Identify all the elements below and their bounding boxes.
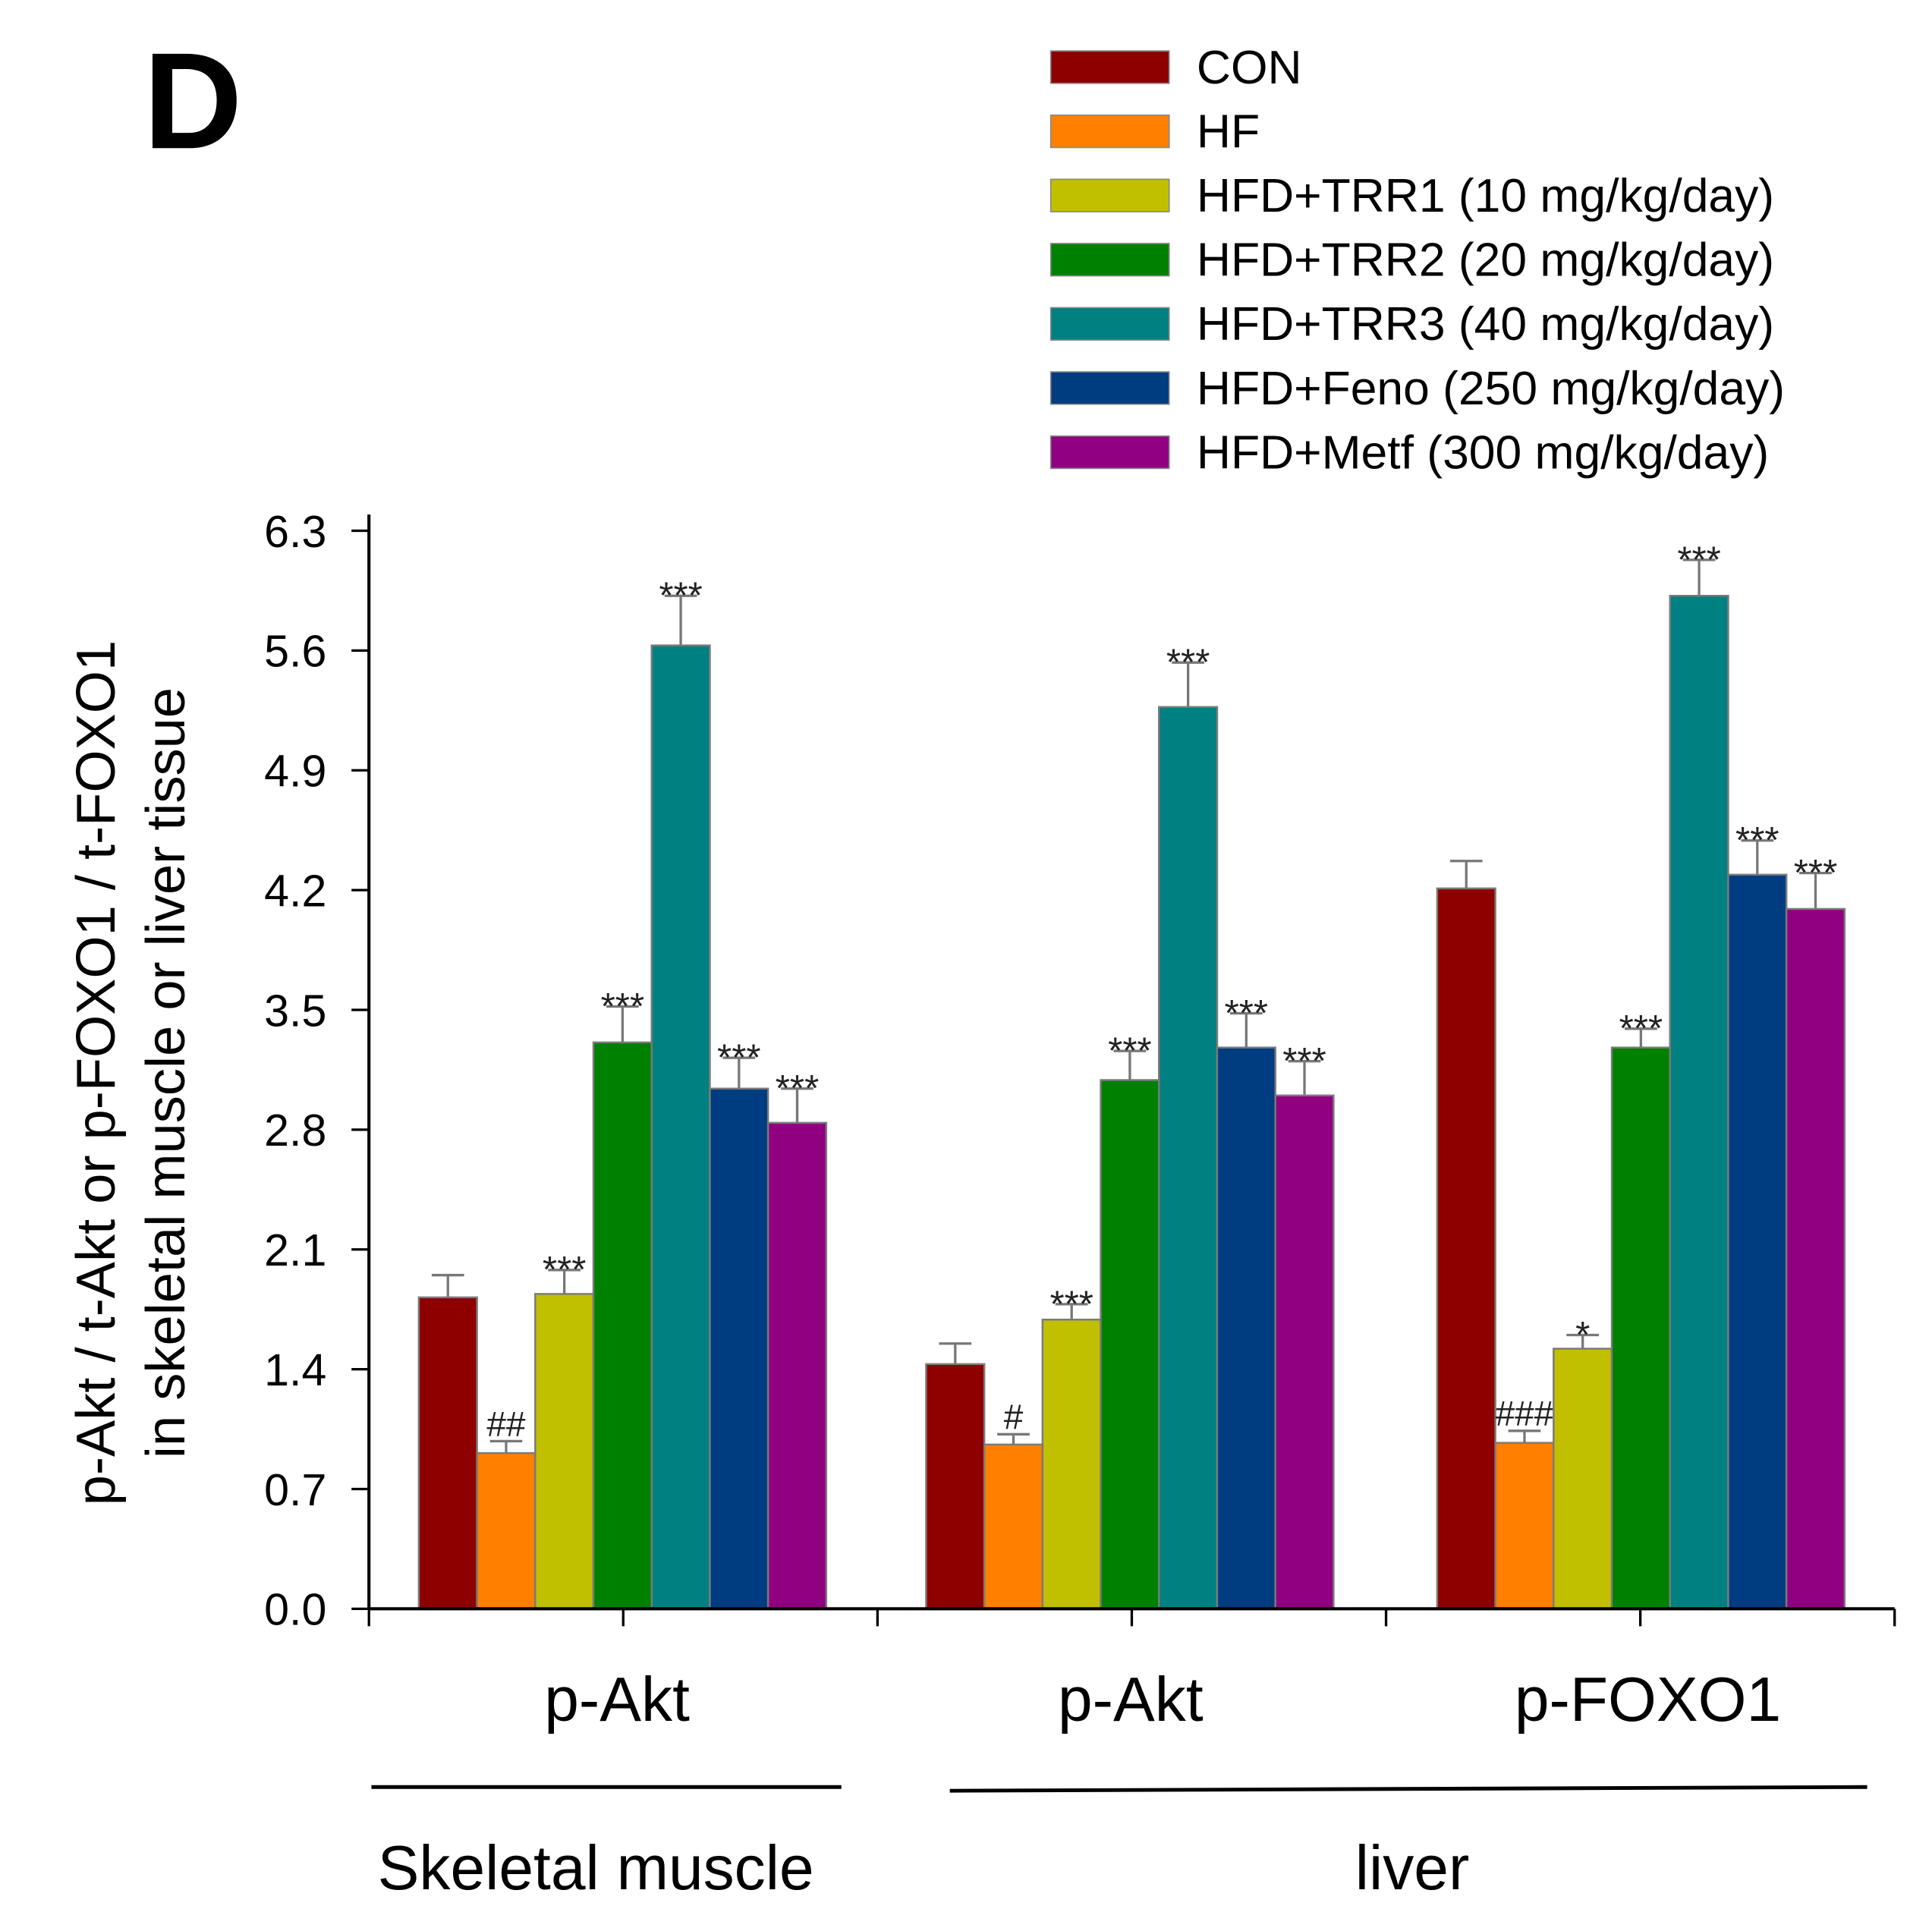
legend-swatch bbox=[1049, 50, 1170, 84]
y-axis: 0.0 0.7 1.4 2.1 2.8 3.5 4.2 4.9 5.6 6.3 bbox=[264, 506, 371, 1635]
tissue-underline-liver bbox=[949, 1785, 1867, 1793]
bar bbox=[592, 1041, 653, 1610]
significance-label: *** bbox=[1282, 1040, 1326, 1082]
bar bbox=[1158, 706, 1219, 1610]
y-tick-label: 6.3 bbox=[264, 506, 326, 557]
significance-label: *** bbox=[1735, 819, 1779, 861]
legend-swatch bbox=[1049, 114, 1170, 149]
bar bbox=[925, 1363, 986, 1610]
significance-label: *** bbox=[1049, 1283, 1093, 1325]
legend-swatch bbox=[1049, 435, 1170, 470]
bar bbox=[1785, 907, 1846, 1610]
bar bbox=[1041, 1318, 1102, 1610]
tissue-label-skeletal: Skeletal muscle bbox=[378, 1834, 814, 1903]
significance-label: ### bbox=[1496, 1394, 1554, 1433]
significance-label: *** bbox=[1166, 642, 1210, 684]
y-tick-label: 2.1 bbox=[264, 1225, 326, 1275]
significance-label: *** bbox=[1225, 992, 1269, 1034]
legend-swatch bbox=[1049, 371, 1170, 405]
legend-swatch bbox=[1049, 243, 1170, 277]
significance-label: *** bbox=[717, 1037, 761, 1079]
y-tick-label: 4.2 bbox=[264, 865, 326, 916]
bars: ##***************#***************###****… bbox=[417, 539, 1846, 1610]
significance-label: *** bbox=[1108, 1030, 1152, 1072]
significance-label: *** bbox=[543, 1249, 587, 1291]
legend-label: HF bbox=[1197, 105, 1260, 158]
significance-label: *** bbox=[1794, 852, 1838, 894]
x-category-label: p-FOXO1 bbox=[1515, 1665, 1781, 1734]
y-axis-label-line2: in skeletal muscle or liver tissue bbox=[136, 687, 197, 1458]
bar bbox=[1553, 1348, 1613, 1610]
bar bbox=[650, 644, 711, 1610]
x-axis: p-Akt p-Akt p-FOXO1 bbox=[367, 1607, 1896, 1734]
significance-label: ## bbox=[486, 1404, 526, 1444]
legend-label: HFD+TRR2 (20 mg/kg/day) bbox=[1197, 234, 1774, 287]
bar bbox=[1100, 1079, 1160, 1610]
legend-label: HFD+Feno (250 mg/kg/day) bbox=[1197, 363, 1785, 415]
panel-label: D bbox=[143, 24, 242, 178]
bar bbox=[1610, 1046, 1671, 1610]
legend: CON HF HFD+TRR1 (10 mg/kg/day) HFD+TRR2 (20… bbox=[1049, 42, 1785, 479]
significance-label: *** bbox=[1619, 1008, 1663, 1049]
significance-label: # bbox=[1004, 1398, 1024, 1437]
legend-label: CON bbox=[1197, 42, 1302, 94]
significance-label: *** bbox=[601, 986, 645, 1027]
y-axis-label-line1: p-Akt / t-Akt or p-FOXO1 / t-FOXO1 bbox=[66, 640, 127, 1505]
bar bbox=[983, 1443, 1044, 1610]
x-category-label: p-Akt bbox=[1058, 1665, 1204, 1734]
y-axis-label: p-Akt / t-Akt or p-FOXO1 / t-FOXO1 in sk… bbox=[66, 640, 197, 1505]
bar bbox=[1727, 873, 1788, 1610]
y-tick-label: 5.6 bbox=[264, 626, 326, 677]
bar bbox=[709, 1087, 769, 1610]
y-tick-label: 0.7 bbox=[264, 1464, 326, 1515]
bar bbox=[1216, 1046, 1276, 1610]
bar bbox=[476, 1451, 536, 1610]
y-tick-label: 2.8 bbox=[264, 1105, 326, 1156]
legend-label: HFD+TRR3 (40 mg/kg/day) bbox=[1197, 298, 1774, 351]
significance-label: *** bbox=[659, 575, 703, 617]
y-tick-label: 1.4 bbox=[264, 1344, 326, 1395]
x-category-label: p-Akt bbox=[544, 1665, 690, 1734]
significance-label: *** bbox=[1677, 539, 1721, 580]
legend-label: HFD+Metf (300 mg/kg/day) bbox=[1197, 426, 1769, 479]
tissue-label-liver: liver bbox=[1355, 1834, 1470, 1903]
y-tick-label: 0.0 bbox=[264, 1584, 326, 1635]
legend-label: HFD+TRR1 (10 mg/kg/day) bbox=[1197, 170, 1774, 222]
bar bbox=[1274, 1094, 1335, 1610]
bar bbox=[534, 1293, 595, 1610]
bar bbox=[1494, 1442, 1555, 1610]
legend-swatch bbox=[1049, 307, 1170, 341]
significance-label: *** bbox=[776, 1068, 820, 1109]
bar bbox=[1669, 594, 1729, 1610]
y-tick-label: 3.5 bbox=[264, 985, 326, 1036]
bar bbox=[417, 1296, 478, 1610]
y-tick-label: 4.9 bbox=[264, 746, 326, 797]
bar bbox=[766, 1121, 828, 1610]
significance-label: * bbox=[1575, 1314, 1590, 1356]
legend-swatch bbox=[1049, 178, 1170, 212]
bar bbox=[1436, 887, 1496, 1610]
